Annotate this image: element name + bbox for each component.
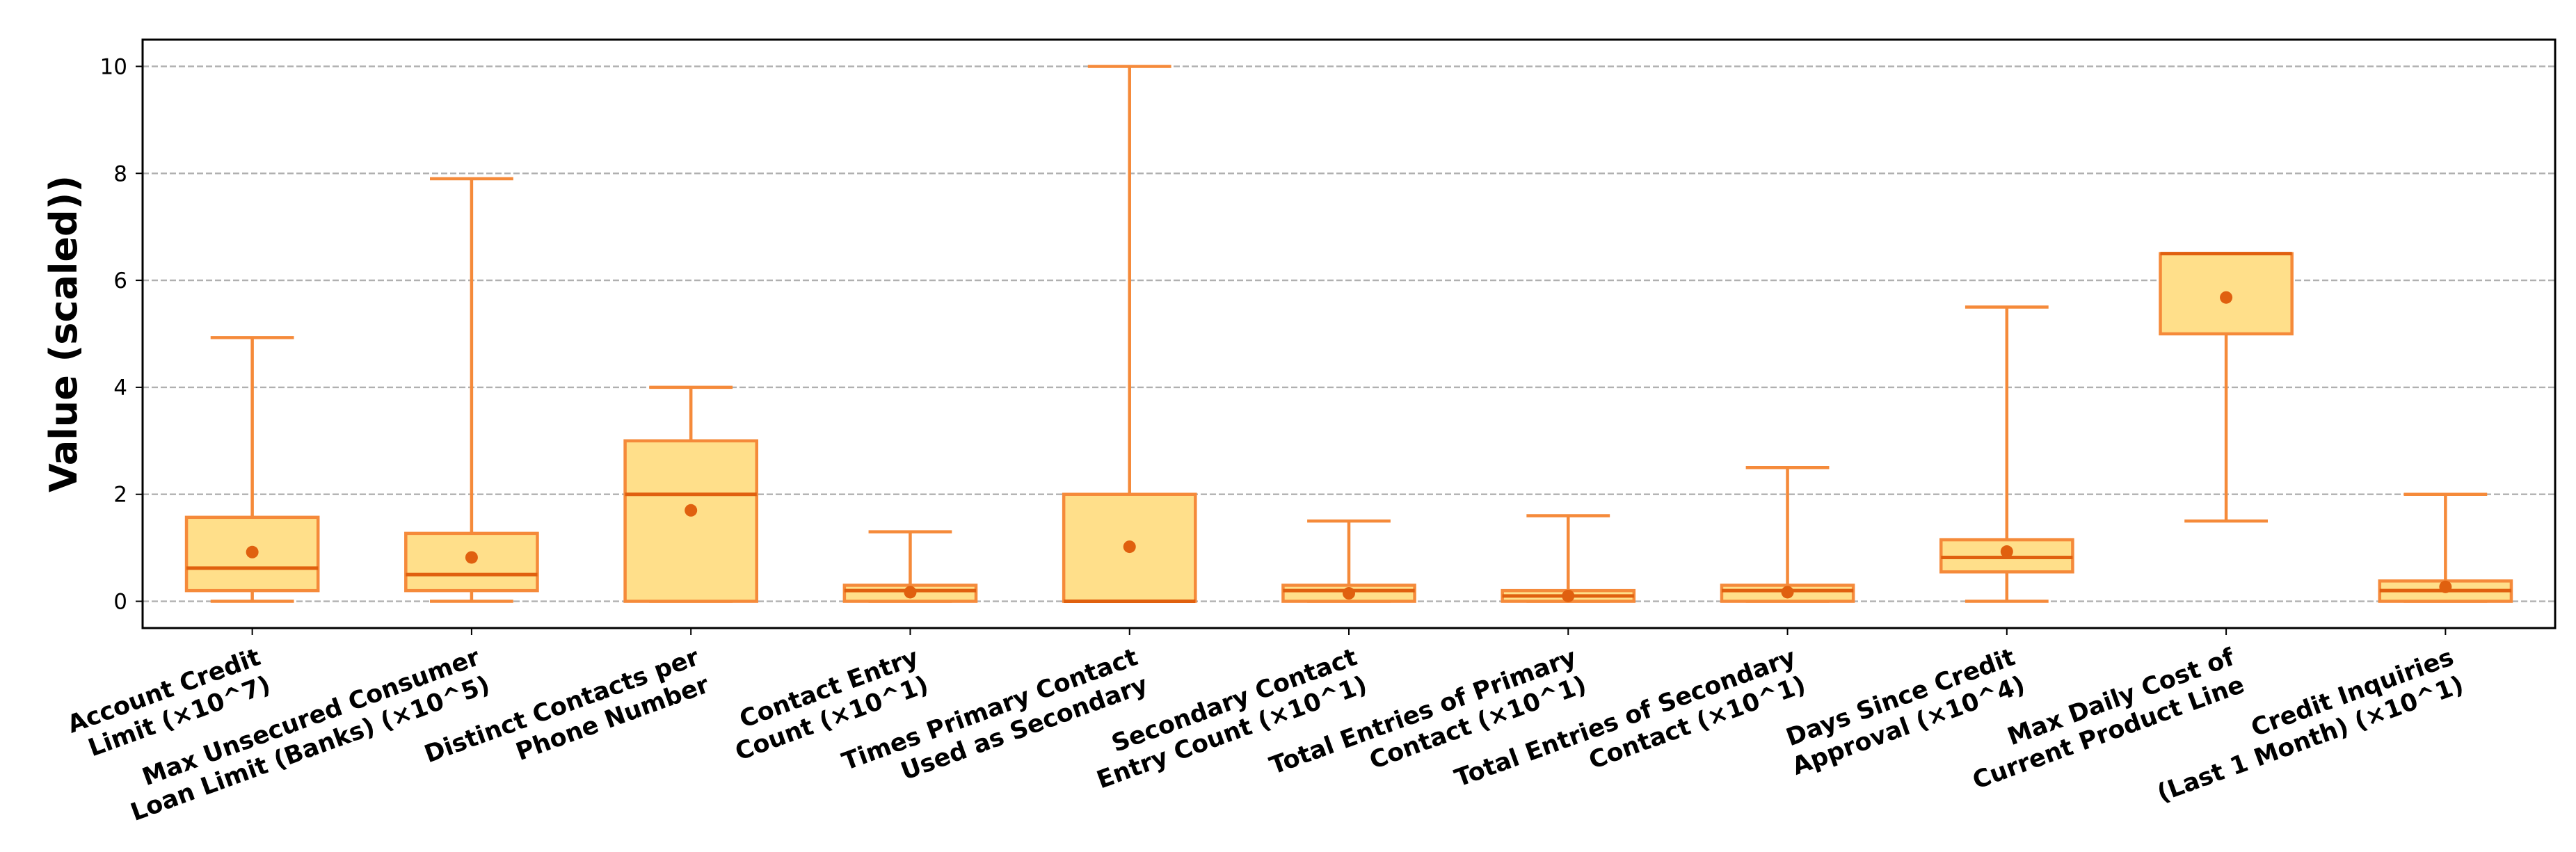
mean-marker	[1781, 586, 1794, 599]
mean-marker	[2000, 545, 2013, 558]
plot-frame	[141, 38, 2557, 629]
mean-marker	[246, 545, 259, 558]
y-tick-label: 4	[113, 376, 127, 401]
mean-marker	[685, 504, 698, 517]
y-tick-label: 8	[113, 161, 127, 186]
y-tick-label: 2	[113, 483, 127, 508]
mean-marker	[2439, 580, 2452, 593]
box	[623, 439, 759, 603]
mean-marker	[904, 586, 917, 599]
y-tick-label: 0	[113, 590, 127, 615]
mean-marker	[1562, 589, 1575, 602]
mean-marker	[2220, 291, 2233, 304]
mean-marker	[465, 551, 478, 564]
box	[184, 515, 320, 593]
y-tick-label: 10	[100, 54, 127, 79]
y-axis-label: Value (scaled))	[42, 175, 86, 492]
mean-marker	[1123, 540, 1136, 554]
mean-marker	[1343, 587, 1355, 600]
y-tick-label: 6	[113, 268, 127, 294]
